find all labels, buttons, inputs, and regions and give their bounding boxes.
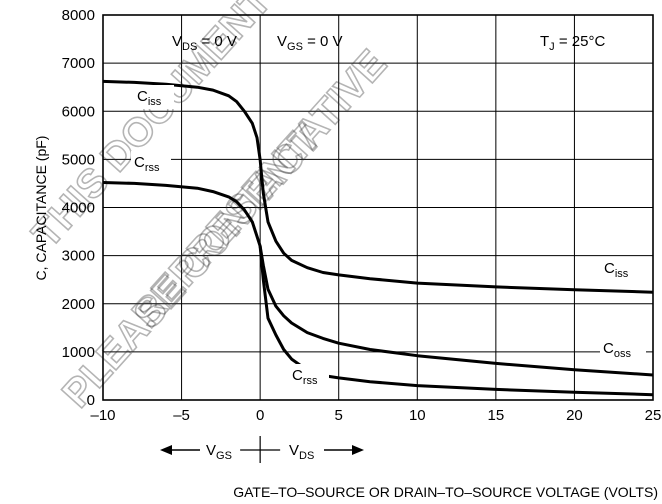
- y-tick-label: 2000: [62, 296, 95, 313]
- curve-coss: [258, 245, 654, 377]
- condition-vds-sub: DS: [182, 41, 197, 53]
- indicator-vds-base: V: [289, 442, 299, 459]
- condition-vgs: VGS = 0 V: [277, 33, 343, 53]
- curve-crss: [102, 181, 654, 397]
- condition-vgs-sub: GS: [287, 41, 303, 53]
- plot-frame: [102, 14, 654, 401]
- y-axis-label: C, CAPACITANCE (pF): [33, 136, 49, 281]
- annotation-label-base: C: [137, 88, 148, 105]
- annotation-label-base: C: [134, 154, 145, 171]
- x-tick-label: 0: [256, 407, 264, 424]
- arrow-left-icon: [160, 445, 172, 455]
- x-axis-label: GATE–TO–SOURCE OR DRAIN–TO–SOURCE VOLTAG…: [233, 484, 658, 500]
- annotation-label: Crss: [292, 367, 318, 387]
- indicator-vds: VDS: [289, 442, 314, 462]
- condition-tj: TJ = 25°C: [540, 33, 605, 53]
- y-tick-label: 5000: [62, 151, 95, 168]
- annotation-label-base: C: [603, 340, 614, 357]
- y-tick-label: 1000: [62, 344, 95, 361]
- indicator-vgs-base: V: [206, 442, 216, 459]
- x-tick-label: 25: [645, 407, 662, 424]
- indicator-vgs: VGS: [206, 442, 232, 462]
- condition-tj-rest: = 25°C: [555, 33, 606, 50]
- annotation-bg: [289, 364, 329, 388]
- voltage-direction-indicator: VGS VDS: [160, 436, 364, 463]
- annotation-label: Coss: [603, 340, 631, 360]
- condition-tj-base: T: [540, 33, 549, 50]
- condition-vds-base: V: [172, 33, 182, 50]
- annotation-label: Crss: [134, 154, 160, 174]
- annotation-label-sub: oss: [614, 348, 632, 360]
- annotation-label-sub: rss: [145, 162, 160, 174]
- condition-vds: VDS = 0 V: [172, 33, 237, 53]
- indicator-vds-sub: DS: [299, 450, 314, 462]
- y-tick-label: 0: [87, 392, 95, 409]
- x-tick-label: 5: [335, 407, 343, 424]
- condition-vgs-base: V: [277, 33, 287, 50]
- annotation-label-base: C: [604, 260, 615, 277]
- y-tick-label: 6000: [62, 103, 95, 120]
- annotation-label-sub: iss: [148, 96, 162, 108]
- annotation-bg: [600, 337, 646, 361]
- y-tick-label: 3000: [62, 248, 95, 265]
- curves: [102, 79, 654, 397]
- x-tick-labels: –10 –5 0 5 10 15 20 25: [90, 407, 661, 424]
- y-tick-label: 4000: [62, 200, 95, 217]
- annotation-bg: [131, 151, 171, 175]
- condition-vgs-rest: = 0 V: [303, 33, 343, 50]
- annotation-label: Ciss: [604, 260, 629, 280]
- x-tick-label: 10: [409, 407, 426, 424]
- indicator-vgs-sub: GS: [216, 450, 232, 462]
- annotation-bg: [601, 257, 641, 281]
- annotation-label-sub: rss: [303, 375, 318, 387]
- annotation-label-base: C: [292, 367, 303, 384]
- x-tick-label: –10: [90, 407, 115, 424]
- curve-ciss: [102, 79, 654, 294]
- x-tick-label: –5: [173, 407, 190, 424]
- annotation-label: Ciss: [137, 88, 162, 108]
- arrow-right-icon: [352, 445, 364, 455]
- condition-vds-rest: = 0 V: [197, 33, 237, 50]
- y-tick-label: 8000: [62, 7, 95, 24]
- y-tick-labels: 0 1000 2000 3000 4000 5000 6000 7000 8000: [62, 7, 95, 409]
- annotation-label-sub: iss: [615, 268, 629, 280]
- y-tick-label: 7000: [62, 55, 95, 72]
- x-tick-label: 15: [488, 407, 505, 424]
- conditions: VDS = 0 V VGS = 0 V TJ = 25°C: [172, 33, 605, 53]
- annotation-bg: [134, 85, 174, 109]
- condition-tj-sub: J: [549, 41, 555, 53]
- x-tick-label: 20: [566, 407, 583, 424]
